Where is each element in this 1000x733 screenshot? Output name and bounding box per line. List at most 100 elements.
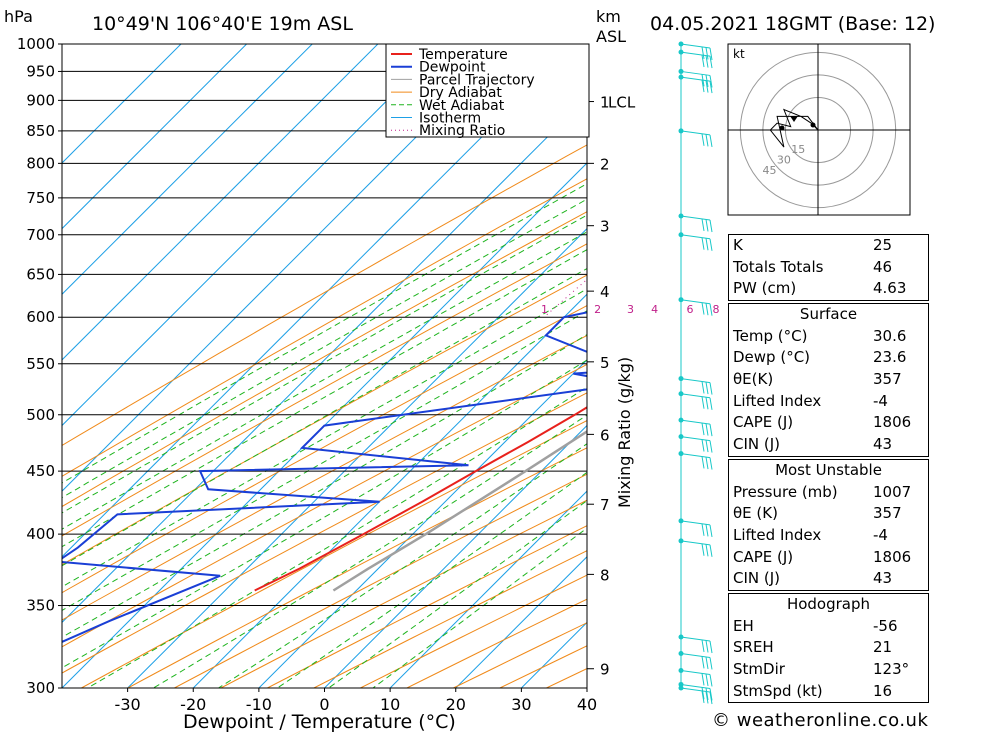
wind-barb-feather: [701, 396, 705, 409]
surface-thetae-value: 357: [873, 370, 902, 389]
isotherm-line: [62, 44, 576, 558]
wind-barb-shaft: [680, 669, 711, 675]
wind-barb-shaft: [680, 43, 711, 49]
hodograph-table: Hodograph EH -56 SREH 21 StmDir 123° StmSpd…: [728, 593, 929, 704]
plot-frame: [61, 43, 588, 689]
wind-barb-shaft: [680, 299, 711, 305]
wind-barb-feather: [709, 657, 713, 670]
k-value: 25: [873, 236, 893, 254]
x-tick-label: -20: [180, 695, 206, 714]
wind-barb-shaft: [680, 436, 711, 442]
wind-barb-feather: [705, 656, 709, 670]
hodograph-storm-dot: [779, 125, 785, 131]
sreh-label: SREH: [733, 638, 774, 657]
isotherm-line: [62, 44, 379, 361]
pressure-isobars: [62, 43, 587, 689]
hodograph-title: Hodograph: [786, 595, 871, 613]
wind-barb-shaft: [680, 453, 711, 459]
mixing-ratio-label: 4: [651, 303, 658, 316]
sreh-value: 21: [873, 638, 893, 657]
wind-barb-feather: [701, 237, 705, 250]
legend-label: Dewpoint: [419, 60, 486, 76]
hpa-unit-label: hPa: [4, 7, 33, 26]
wind-barb-shaft: [680, 419, 711, 425]
surface-thetae-row: θE(K) 357: [729, 369, 928, 391]
isotherm-line: [126, 227, 587, 688]
pressure-tick-label: 650: [26, 265, 55, 283]
wind-barb-feather: [709, 382, 713, 395]
km-unit-label: km: [596, 7, 621, 26]
parcel-trajectory-profile: [332, 429, 587, 592]
mu-cape-label: CAPE (J): [733, 547, 794, 566]
surface-cape-value: 1806: [873, 413, 912, 432]
hodograph-storm-dot: [810, 122, 816, 128]
wind-barb-feather: [709, 544, 713, 557]
wind-barb-feather: [705, 47, 709, 60]
surface-li-row: Lifted Index -4: [729, 391, 928, 413]
wind-barb-feather: [709, 219, 713, 233]
wind-barb-feather: [701, 54, 705, 68]
wind-barb-feather: [709, 674, 713, 687]
surface-temp-value: 30.6: [873, 326, 907, 345]
wind-barb-shaft: [680, 540, 711, 546]
wind-barb-feather: [709, 397, 713, 410]
stmdir-row: StmDir 123°: [729, 659, 928, 681]
mu-pressure-value: 1007: [873, 482, 912, 501]
surface-dewp-value: 23.6: [873, 348, 907, 367]
wind-barb-feather: [705, 397, 709, 410]
mu-li-label: Lifted Index: [733, 526, 822, 545]
surface-cape-label: CAPE (J): [733, 413, 794, 432]
x-tick-label: 30: [511, 695, 531, 714]
hodograph-ring-label: 45: [762, 164, 776, 177]
wind-barb-feather: [705, 423, 709, 436]
wind-barb-feather: [701, 302, 705, 315]
wind-barb-feather: [701, 456, 705, 469]
wind-barb-shaft: [680, 215, 711, 221]
wind-barb-feather: [701, 218, 705, 231]
surface-table: Surface Temp (°C) 30.6 Dewp (°C) 23.6 θE(K…: [728, 303, 929, 457]
mu-cin-row: CIN (J) 43: [729, 568, 928, 590]
wind-barb-feather: [705, 134, 709, 147]
wind-barb-shaft: [680, 130, 711, 136]
x-axis-label: Dewpoint / Temperature (°C): [183, 711, 456, 733]
eh-value: -56: [873, 616, 898, 635]
wind-barb-shaft: [680, 636, 711, 642]
stmspd-value: 16: [873, 681, 893, 700]
isotherm-line: [62, 44, 444, 427]
wind-barb-shaft: [680, 652, 711, 658]
k-label: K: [733, 236, 743, 254]
surface-li-value: -4: [873, 391, 888, 410]
surface-temp-row: Temp (°C) 30.6: [729, 326, 928, 348]
km-tick-label: 6: [600, 426, 610, 444]
pressure-tick-label: 950: [26, 62, 55, 80]
wind-barb-feather: [705, 439, 709, 453]
copyright-link[interactable]: © weatheronline.co.uk: [712, 710, 929, 731]
wind-barb-feather: [705, 687, 709, 700]
pressure-tick-label: 500: [26, 406, 55, 424]
km-tick-label: 7: [600, 496, 610, 514]
wind-barb-shaft: [680, 520, 711, 526]
legend-label: Parcel Trajectory: [419, 72, 535, 88]
surface-cin-label: CIN (J): [733, 435, 781, 454]
most-unstable-table: Most Unstable Pressure (mb) 1007 θE (K) 35…: [728, 459, 929, 592]
wind-barb-feather: [709, 56, 713, 69]
wind-barb-feather: [705, 456, 709, 470]
pressure-tick-label: 350: [26, 597, 55, 615]
pressure-tick-label: 450: [26, 462, 55, 480]
wind-barb-feather: [705, 381, 709, 395]
temperature-profile: [254, 406, 587, 592]
km-tick-label: 3: [600, 218, 610, 236]
hodograph-storm-marker: [790, 116, 798, 122]
wind-barb-feather: [705, 640, 709, 653]
isotherm-line: [323, 424, 587, 688]
legend-label: Dry Adiabat: [419, 85, 502, 101]
wind-barb-feather: [701, 79, 705, 93]
tt-label: Totals Totals: [733, 257, 824, 276]
wind-barb-feather: [709, 75, 713, 88]
dry-adiabat-line: [62, 178, 587, 477]
mixing-ratio-label: 2: [594, 303, 601, 316]
wind-barb-feather: [709, 524, 713, 537]
wind-barb-feather: [709, 303, 713, 316]
